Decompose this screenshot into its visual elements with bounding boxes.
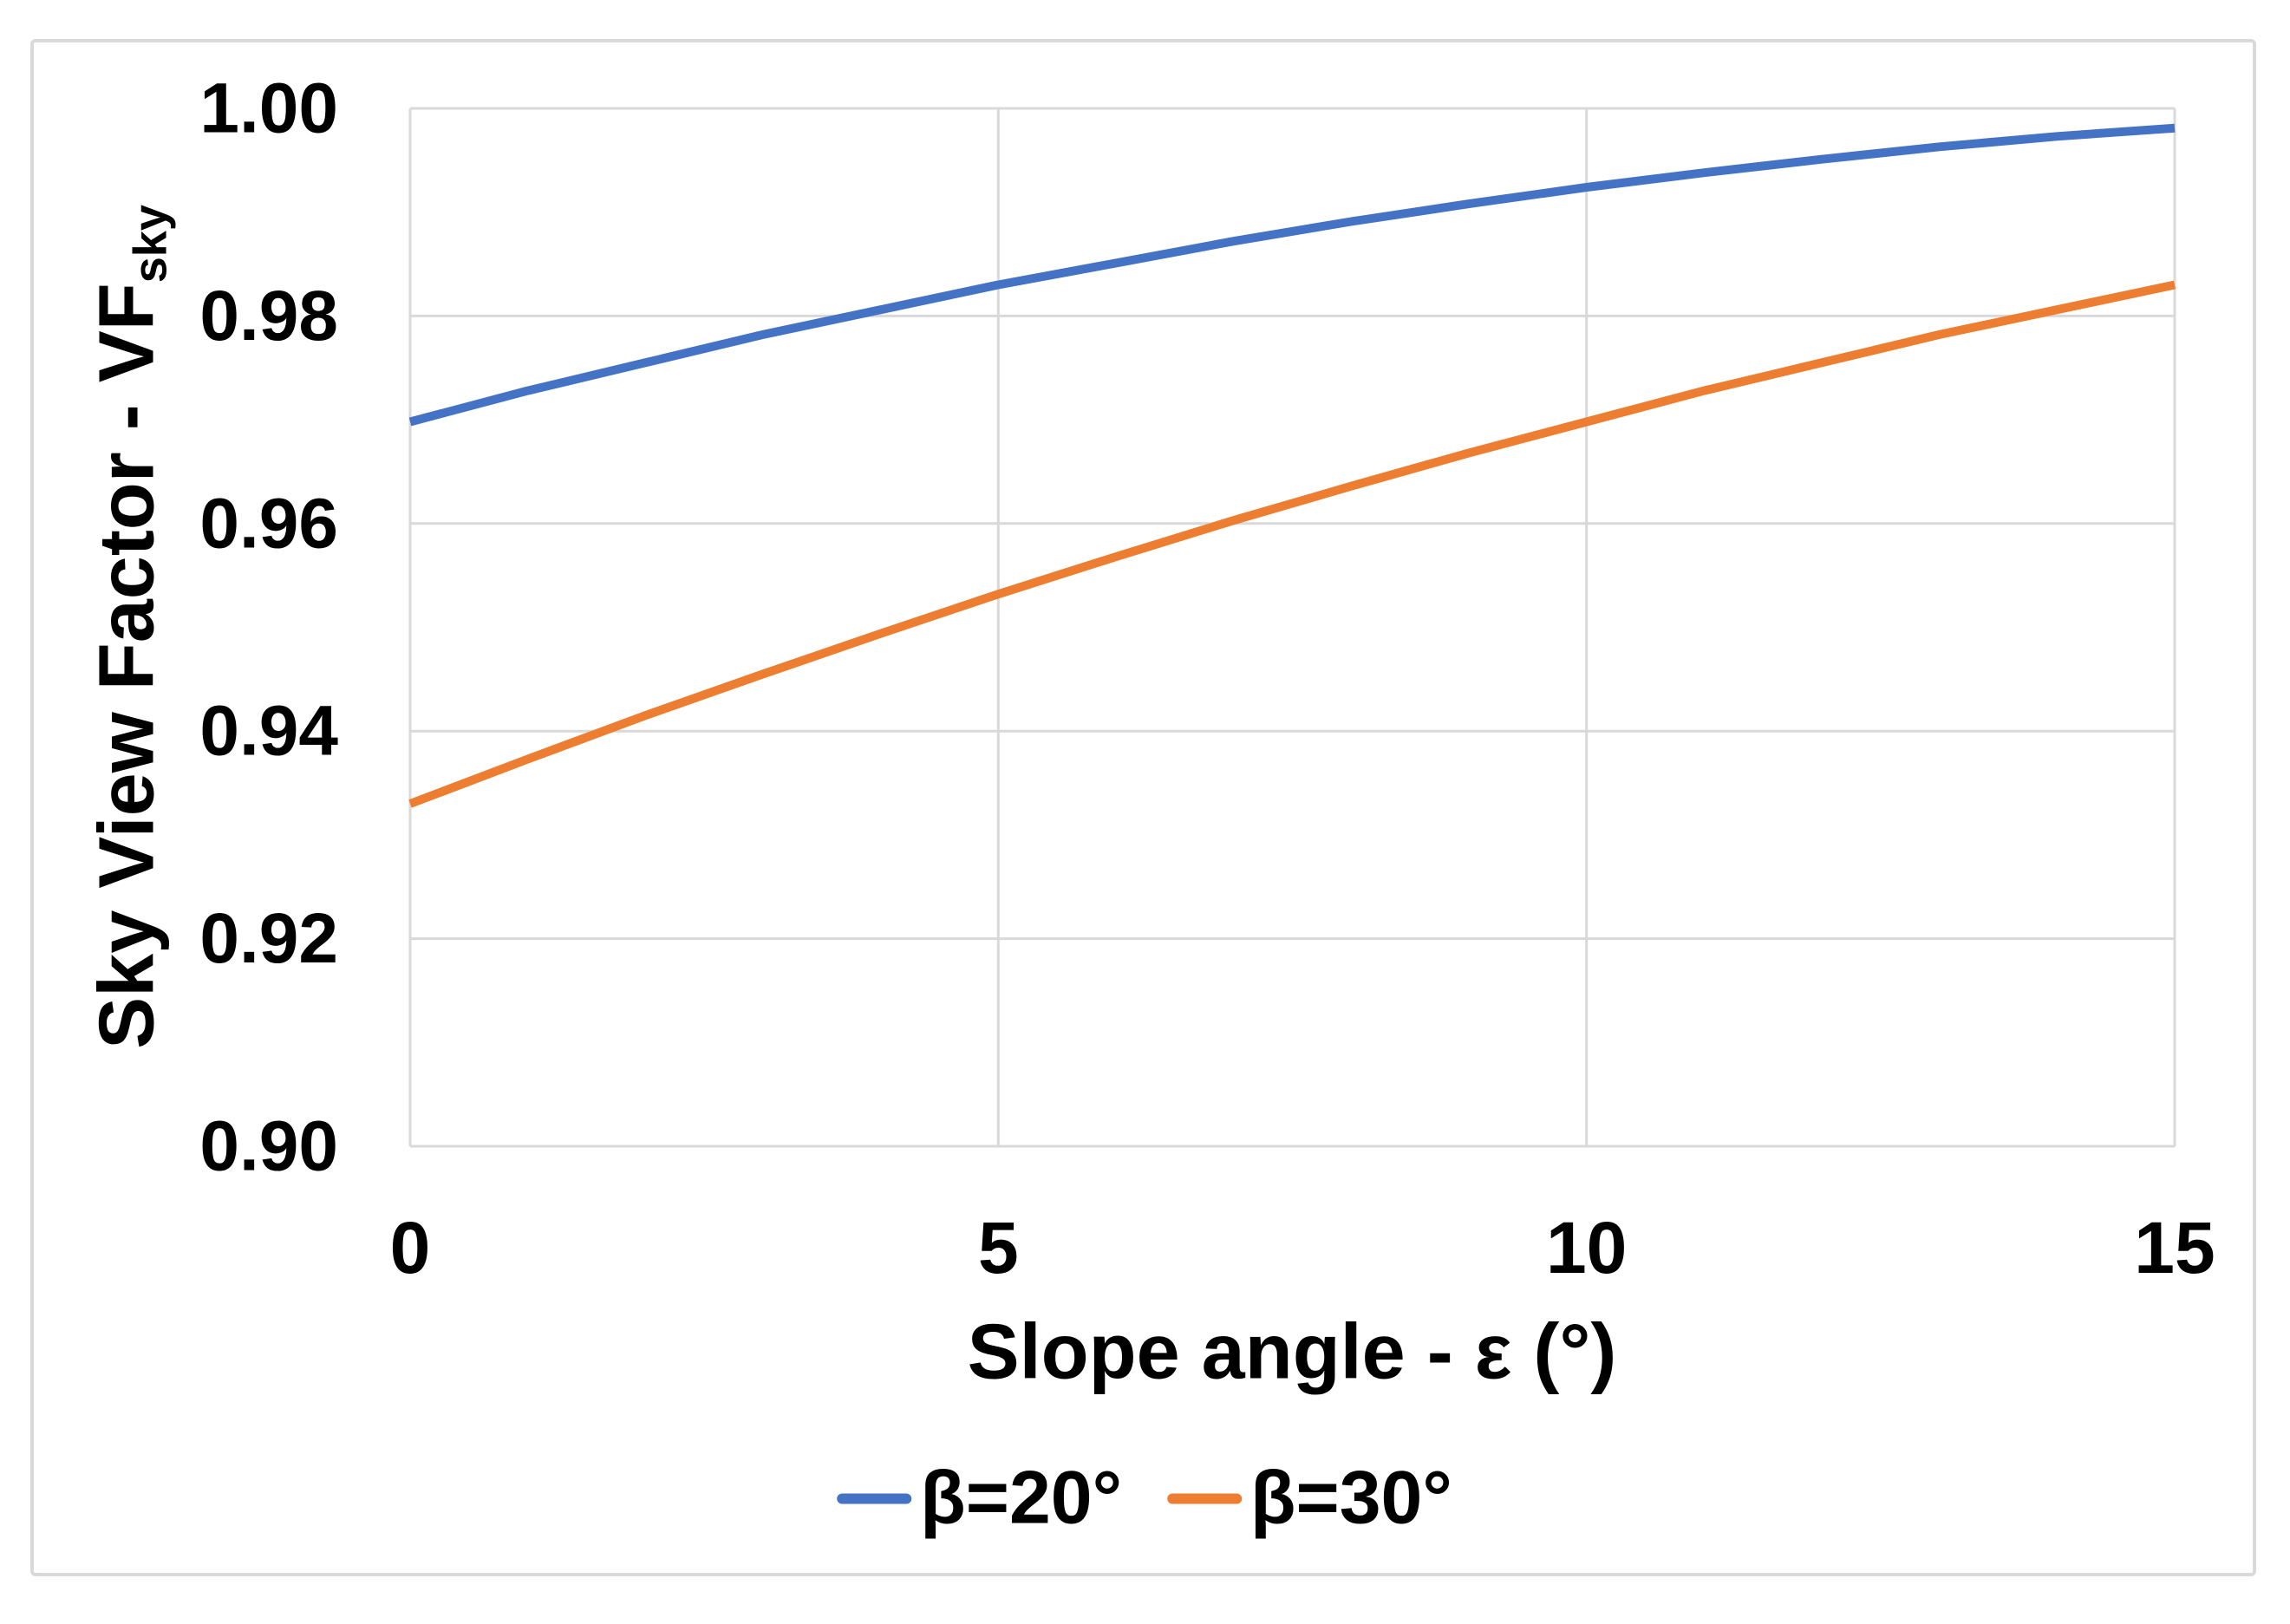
chart-area-border bbox=[30, 39, 2256, 1576]
series-line-β=20° bbox=[408, 123, 2176, 427]
y-tick-label: 0.90 bbox=[199, 1107, 338, 1186]
y-axis-title: Sky View Factor - VFsky bbox=[82, 205, 177, 1049]
legend-item-β=30°: β=30° bbox=[1167, 1456, 1452, 1542]
legend-line-swatch bbox=[837, 1493, 912, 1503]
y-axis-title-subscript: sky bbox=[124, 205, 177, 284]
y-tick-label: 0.92 bbox=[199, 899, 338, 978]
x-tick-label: 0 bbox=[390, 1207, 431, 1288]
x-axis-title: Slope angle - ε (°) bbox=[967, 1308, 1617, 1396]
y-axis-title-main: Sky View Factor - VF bbox=[83, 283, 171, 1049]
y-tick-label: 0.98 bbox=[199, 277, 338, 355]
y-axis-tick-labels: 1.00 0.98 0.96 0.94 0.92 0.90 bbox=[199, 69, 338, 1186]
x-axis-tick-labels: 0 5 10 15 bbox=[390, 1207, 2215, 1288]
x-tick-label: 15 bbox=[2134, 1207, 2215, 1288]
legend-item-β=20°: β=20° bbox=[837, 1456, 1122, 1542]
y-tick-label: 0.96 bbox=[199, 484, 338, 563]
data-series-lines bbox=[408, 123, 2176, 808]
legend-label: β=30° bbox=[1250, 1456, 1452, 1540]
legend-label: β=20° bbox=[920, 1456, 1122, 1540]
legend-line-swatch bbox=[1167, 1493, 1242, 1503]
y-tick-label: 0.94 bbox=[199, 692, 338, 771]
x-tick-label: 5 bbox=[978, 1207, 1019, 1288]
y-tick-label: 1.00 bbox=[199, 69, 338, 148]
series-line-β=30° bbox=[408, 280, 2176, 808]
legend: β=20° β=30° bbox=[837, 1456, 1452, 1542]
x-tick-label: 10 bbox=[1546, 1207, 1627, 1288]
gridlines bbox=[408, 107, 2176, 1148]
